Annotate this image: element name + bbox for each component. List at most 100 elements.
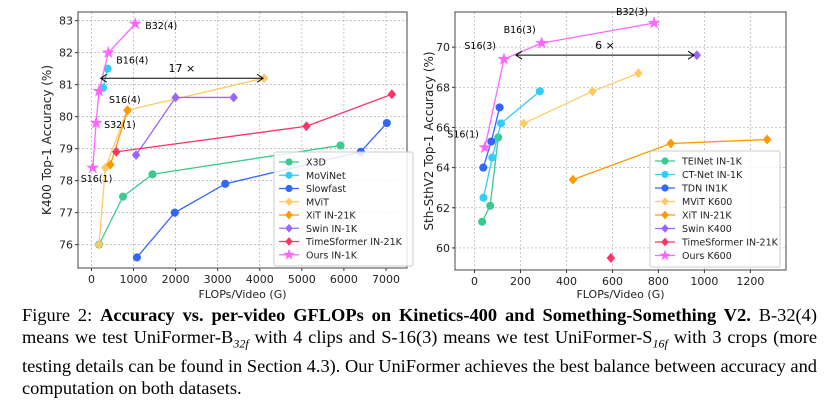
data-point	[103, 64, 112, 73]
legend-marker	[661, 170, 669, 179]
y-tick-label: 79	[59, 143, 73, 156]
x-tick-label: 6000	[330, 273, 358, 286]
series-line	[135, 96, 234, 156]
legend-item: CT-Net IN-1K	[655, 170, 743, 181]
figure-caption: Figure 2: Accuracy vs. per-video GFLOPs …	[22, 304, 817, 399]
caption-text-3: with 3 crops (more testing details can b…	[22, 327, 818, 398]
caption-sub-2: 16f	[652, 336, 668, 351]
data-point	[101, 162, 110, 173]
y-tick-label: 81	[59, 79, 73, 92]
legend-item: Swin IN-1K	[279, 224, 358, 235]
y-axis-label: Sth-SthV2 Top-1 Accuracy (%)	[422, 51, 436, 230]
caption-title: Accuracy vs. per-video GFLOPs on Kinetic…	[100, 305, 751, 325]
legend-box	[649, 150, 781, 268]
data-point	[634, 68, 643, 79]
legend-label: Ours IN-1K	[306, 250, 358, 261]
data-point	[86, 161, 100, 174]
data-point	[387, 89, 397, 100]
legend-item: XiT IN-21K	[279, 211, 356, 222]
x-tick-label: 0	[471, 275, 478, 288]
x-tick-label: 800	[648, 275, 669, 288]
data-point	[606, 253, 616, 263]
series-swin-k400	[692, 50, 702, 61]
data-point	[488, 153, 497, 162]
data-point	[118, 192, 128, 201]
data-point	[495, 103, 504, 112]
y-tick-label: 70	[436, 41, 450, 54]
arrow-head-right	[256, 73, 265, 83]
data-point	[478, 217, 487, 226]
legend-marker	[661, 184, 669, 192]
sthv2-chart: 0 200 400 600 800 1000 1200 60 62 64 66 68 70 FLOPs/V…	[422, 7, 787, 300]
legend-label: TEINet IN-1K	[681, 157, 743, 168]
x-tick-label: 5000	[288, 273, 316, 286]
y-tick-label: 80	[59, 111, 73, 124]
caption-sub-1: 32f	[233, 336, 249, 351]
x-axis-label: FLOPs/Video (G)	[198, 288, 286, 300]
caption-text-1: B-32(4) means we test UniFormer-B	[22, 305, 818, 347]
legend-item: X3D	[279, 158, 326, 169]
data-point	[89, 116, 103, 129]
arrow-head-left	[515, 50, 523, 60]
point-annotation: B16(4)	[116, 56, 148, 67]
arrow-head-left	[99, 73, 107, 83]
legend-marker	[283, 248, 295, 260]
series-line	[98, 77, 265, 245]
data-point	[106, 159, 115, 170]
series-line	[523, 72, 639, 125]
x-tick-label: 2000	[162, 273, 190, 286]
legend-item: TDN IN1K	[655, 184, 728, 195]
y-tick-label: 60	[436, 242, 450, 255]
data-point	[170, 208, 179, 217]
legend-box	[273, 151, 414, 267]
legend-label: MViT	[306, 197, 329, 208]
data-point	[762, 134, 772, 145]
grid	[455, 12, 786, 270]
legend-item: MViT	[279, 197, 329, 208]
legend-label: Ours K600	[682, 251, 732, 262]
x-tick-label: 0	[88, 273, 95, 286]
series-ours-k600	[478, 16, 661, 153]
legend-label: CT-Net IN-1K	[682, 170, 743, 181]
data-point	[101, 45, 115, 59]
data-point	[666, 138, 676, 149]
series-line	[109, 110, 129, 165]
x-tick-label: 1000	[120, 273, 148, 286]
point-annotation: S16(3)	[464, 41, 496, 52]
legend-label: Swin IN-1K	[306, 224, 358, 235]
legend-label: TDN IN1K	[681, 184, 728, 195]
series-line	[482, 90, 541, 198]
legend-item: Slowfast	[279, 184, 346, 195]
legend-marker	[661, 157, 669, 165]
data-point	[171, 92, 180, 103]
series-mvit-k600	[519, 68, 643, 129]
point-annotation: S16(1)	[81, 174, 113, 185]
data-point	[519, 118, 529, 129]
x-tick-label: 1200	[736, 275, 764, 288]
data-point	[336, 141, 345, 150]
y-tick-label: 83	[59, 15, 73, 28]
legend-marker	[285, 237, 293, 246]
series-xit-in-21k	[568, 134, 772, 185]
x-tick-label: 4000	[246, 273, 274, 286]
point-annotation: B16(3)	[504, 25, 536, 36]
x-axis-label: FLOPs/Video (G)	[576, 288, 664, 300]
data-point	[132, 253, 141, 262]
legend-label: XiT IN-21K	[306, 211, 356, 222]
x-tick-label: 600	[602, 275, 623, 288]
y-axis-label: K400 Top-1 Accuracy (%)	[40, 65, 54, 215]
arrow-label: 6 ×	[595, 39, 615, 52]
data-point	[479, 193, 488, 202]
y-tick-label: 62	[436, 202, 450, 215]
point-annotation: S16(4)	[109, 95, 141, 106]
x-tick-label: 7000	[372, 273, 400, 286]
legend-label: MViT K600	[682, 197, 732, 208]
y-tick-label: 82	[59, 47, 73, 60]
point-annotation: S32(1)	[104, 120, 136, 131]
legend: X3D MoViNet Slowfast MViT XiT IN-21K Swin IN-…	[273, 151, 414, 267]
series-swin-in-1k	[131, 92, 238, 160]
series-xit-in-21k	[106, 105, 132, 170]
legend-marker	[285, 171, 293, 179]
y-tick-label: 76	[59, 239, 73, 252]
legend-label: Swin K400	[682, 224, 732, 235]
